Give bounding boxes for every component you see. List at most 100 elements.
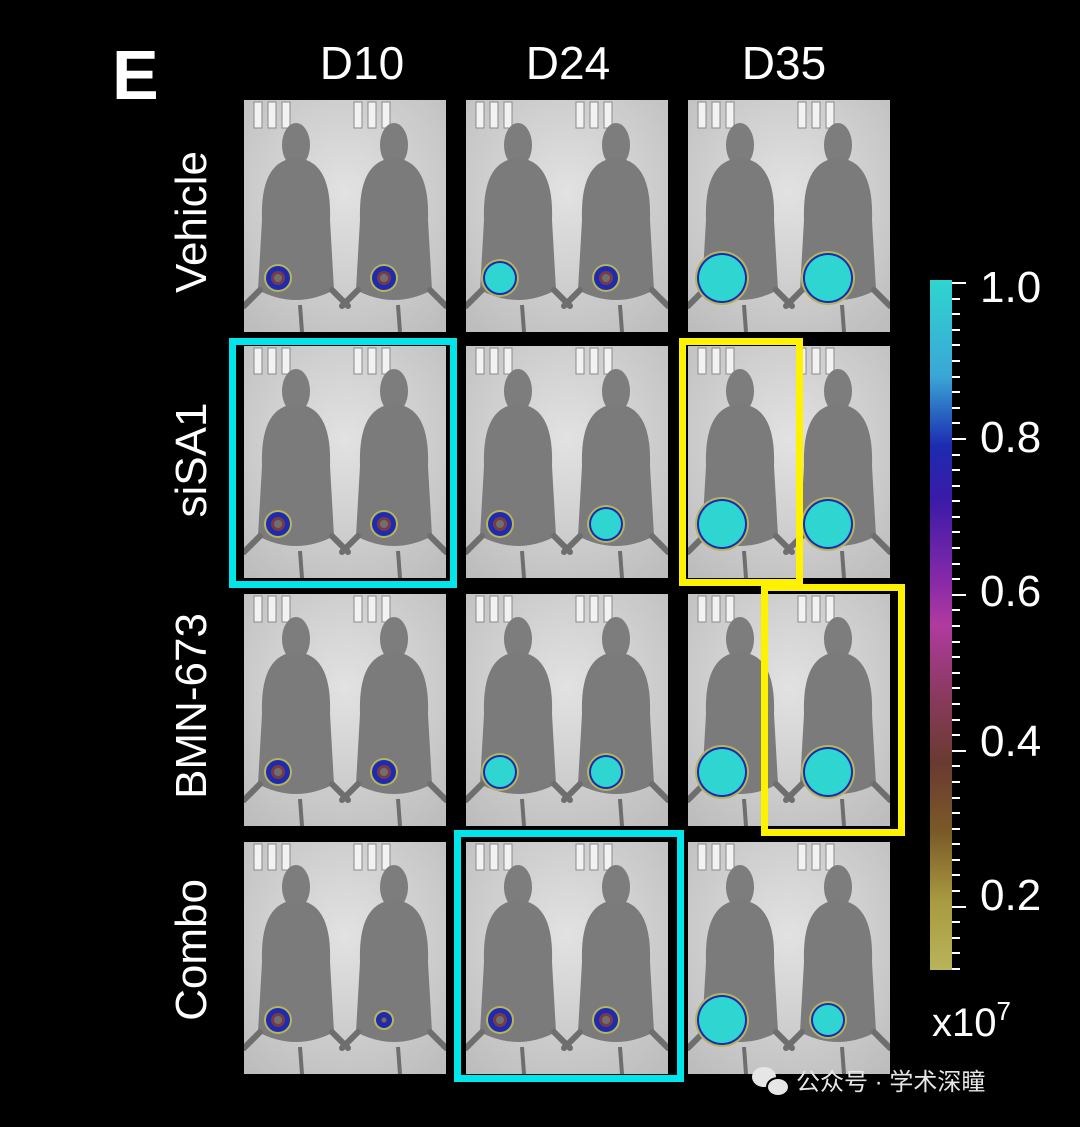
colorbar (930, 280, 952, 970)
colorbar-tick-mark (952, 968, 960, 970)
mouse-image-vehicle-d10 (244, 100, 446, 332)
colorbar-tick-mark (952, 484, 960, 487)
mouse-image-bmn673-d24 (466, 594, 668, 826)
colorbar-tick-mark (952, 593, 966, 596)
colorbar-tick-0.8: 0.8 (980, 413, 1042, 462)
mouse-image-vehicle-d24 (466, 100, 668, 332)
colorbar-tick-mark (952, 656, 960, 659)
column-label-d35: D35 (741, 37, 827, 89)
colorbar-tick-mark (952, 531, 960, 534)
colorbar-tick-mark (952, 547, 960, 550)
colorbar-tick-1.0: 1.0 (980, 263, 1042, 312)
colorbar-tick-mark (952, 469, 960, 472)
mouse-image-sisa1-d35 (688, 346, 890, 578)
mouse-image-combo-d35 (688, 842, 890, 1074)
mouse-silhouette (339, 617, 446, 826)
bioluminescence-signal (264, 264, 292, 292)
colorbar-tick-mark (952, 936, 960, 939)
highlight-box-sisa1-d10 (229, 338, 457, 588)
colorbar-tick-mark (952, 515, 960, 518)
row-label-sisa1: siSA1 (167, 402, 216, 518)
mouse-silhouette (339, 865, 446, 1074)
colorbar-tick-mark (952, 562, 960, 565)
colorbar-tick-mark (952, 453, 960, 456)
colorbar-tick-mark (952, 297, 960, 300)
colorbar-tick-mark (952, 313, 960, 316)
mouse-image-combo-d10 (244, 842, 446, 1074)
bioluminescence-signal (695, 745, 749, 799)
colorbar-tick-mark (952, 874, 960, 877)
bioluminescence-signal (481, 259, 519, 297)
colorbar-tick-mark (952, 702, 960, 705)
colorbar-tick-mark (952, 952, 960, 955)
bioluminescence-signal (370, 510, 398, 538)
bioluminescence-signal (592, 264, 620, 292)
bioluminescence-signal (370, 264, 398, 292)
bioluminescence-signal (481, 753, 519, 791)
highlight-box-combo-d24 (454, 830, 684, 1082)
colorbar-tick-0.4: 0.4 (980, 717, 1042, 766)
colorbar-tick-mark (952, 359, 960, 362)
row-label-bmn673: BMN-673 (167, 613, 216, 799)
colorbar-tick-mark (952, 437, 966, 440)
colorbar-tick-mark (952, 640, 960, 643)
bioluminescence-signal (801, 497, 855, 551)
bioluminescence-signal (587, 505, 625, 543)
bioluminescence-signal (264, 758, 292, 786)
colorbar-tick-0.6: 0.6 (980, 567, 1042, 616)
colorbar-tick-mark (952, 344, 960, 347)
column-label-d10: D10 (319, 37, 405, 89)
watermark-text: 公众号 · 学术深瞳 (796, 1069, 986, 1096)
colorbar-tick-mark (952, 796, 960, 799)
bioluminescence-signal (486, 510, 514, 538)
bioluminescence-signal (809, 1001, 847, 1039)
column-label-d24: D24 (525, 37, 611, 89)
colorbar-tick-mark (952, 827, 960, 830)
colorbar-unit-base: x10 (932, 1001, 997, 1045)
colorbar-tick-mark (952, 765, 960, 768)
colorbar-tick-mark (952, 578, 960, 581)
colorbar-tick-mark (952, 890, 960, 893)
colorbar-tick-mark (952, 671, 960, 674)
colorbar-tick-mark (952, 375, 960, 378)
bioluminescence-signal (801, 745, 855, 799)
panel-letter: E (112, 36, 159, 114)
row-label-vehicle: Vehicle (167, 151, 216, 293)
bioluminescence-signal (374, 1010, 394, 1030)
mouse-image-combo-d24 (466, 842, 668, 1074)
mouse-silhouette (339, 369, 446, 578)
colorbar-tick-mark (952, 687, 960, 690)
colorbar-tick-mark (952, 500, 960, 503)
colorbar-tick-mark (952, 422, 960, 425)
colorbar-tick-mark (952, 749, 966, 752)
row-label-combo: Combo (167, 879, 216, 1021)
colorbar-tick-mark (952, 734, 960, 737)
colorbar-tick-mark (952, 780, 960, 783)
colorbar-tick-mark (952, 843, 960, 846)
colorbar-tick-mark (952, 406, 960, 409)
colorbar-unit: x107 (932, 998, 1011, 1043)
mouse-silhouette (339, 123, 446, 332)
colorbar-tick-mark (952, 282, 966, 284)
bioluminescence-signal (801, 251, 855, 305)
mouse-image-vehicle-d35 (688, 100, 890, 332)
colorbar-tick-mark (952, 391, 960, 394)
bioluminescence-signal (264, 510, 292, 538)
colorbar-tick-0.2: 0.2 (980, 871, 1042, 920)
mouse-image-sisa1-d10 (244, 346, 446, 578)
colorbar-tick-mark (952, 905, 966, 908)
bioluminescence-signal (592, 1006, 620, 1034)
mouse-silhouette (561, 865, 668, 1074)
colorbar-tick-mark (952, 625, 960, 627)
mouse-image-bmn673-d10 (244, 594, 446, 826)
colorbar-tick-mark (952, 328, 960, 331)
mouse-image-sisa1-d24 (466, 346, 668, 578)
bioluminescence-signal (264, 1006, 292, 1034)
colorbar-tick-mark (952, 921, 960, 924)
mouse-silhouette (561, 123, 668, 332)
colorbar-tick-mark (952, 609, 960, 612)
bioluminescence-signal (695, 251, 749, 305)
bioluminescence-signal (486, 1006, 514, 1034)
colorbar-tick-mark (952, 812, 960, 815)
bioluminescence-signal (695, 993, 749, 1047)
